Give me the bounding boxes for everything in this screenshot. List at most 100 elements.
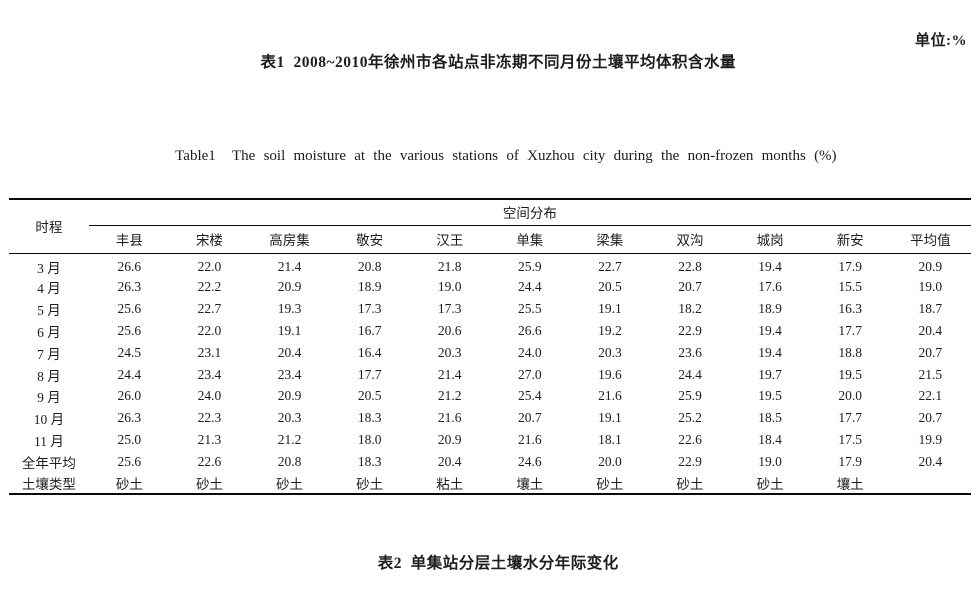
cell-value: 16.7 <box>357 322 382 338</box>
table-row: 8 月 24.4 23.4 23.4 17.7 21.4 27.0 19.6 24.4 19.7 1… <box>9 364 971 386</box>
table1-title-en: Table1 The soil moisture at the various … <box>175 148 837 164</box>
table2-title-zh: 表2 单集站分层土壤水分年际变化 <box>377 555 619 573</box>
cell-value: 20.7 <box>918 344 943 360</box>
cell-value: 22.9 <box>678 453 702 469</box>
cell-value: 25.9 <box>518 258 542 274</box>
cell-value: 25.0 <box>117 431 142 447</box>
cell-value: 砂土 <box>676 477 704 493</box>
cell-value: 16.4 <box>357 344 382 360</box>
cell-value: 19.7 <box>758 366 782 382</box>
cell-value: 18.0 <box>357 431 382 447</box>
cell-value: 砂土 <box>756 477 784 493</box>
cell-value: 22.7 <box>197 301 222 317</box>
cell-value: 粘土 <box>436 477 464 493</box>
cell-value: 27.0 <box>518 366 542 382</box>
column-header: 城岗 <box>730 225 811 254</box>
table-row: 9 月 26.0 24.0 20.9 20.5 21.2 25.4 21.6 25.9 19.5 2… <box>9 385 971 407</box>
cell-value: 19.1 <box>277 322 302 338</box>
table1-caption-zh: 表1 2008~2010年徐州市各站点非冻期不同月份土壤平均体积含水量 单位:% <box>0 31 979 115</box>
cell-value: 24.0 <box>518 344 542 360</box>
cell-value: 24.4 <box>518 279 542 295</box>
cell-value: 22.6 <box>678 431 702 447</box>
cell-value: 20.0 <box>598 453 622 469</box>
column-header: 双沟 <box>649 225 731 254</box>
cell-value: 17.9 <box>838 258 862 274</box>
cell-value: 25.6 <box>117 301 142 317</box>
cell-value: 26.6 <box>117 258 142 274</box>
cell-value: 25.5 <box>518 301 542 317</box>
cell-value: 22.7 <box>598 258 622 274</box>
table1-station-row: 丰县 宋楼 高房集 敬安 汉王 单集 梁集 双沟 城岗 新安 平均值 <box>9 225 971 254</box>
column-header: 梁集 <box>569 225 650 254</box>
cell-value: 20.4 <box>437 453 462 469</box>
cell-value: 21.5 <box>918 366 943 382</box>
cell-value: 18.7 <box>918 301 943 317</box>
table1-body: 3 月 26.6 22.0 21.4 20.8 21.8 25.9 22.7 22.8 19.4 1… <box>9 253 971 494</box>
column-header: 平均值 <box>890 225 971 254</box>
cell-value: 21.6 <box>598 388 622 404</box>
row-label: 9 月 <box>37 390 61 406</box>
cell-value: 22.8 <box>678 258 702 274</box>
cell-value: 19.2 <box>598 322 622 338</box>
cell-value: 22.1 <box>918 388 943 404</box>
column-header: 单集 <box>489 225 570 254</box>
row-label: 3 月 <box>37 260 61 276</box>
cell-value: 砂土 <box>356 477 384 493</box>
cell-value: 22.6 <box>197 453 222 469</box>
cell-value: 26.3 <box>117 279 142 295</box>
cell-value: 25.6 <box>117 453 142 469</box>
cell-value: 20.3 <box>437 344 462 360</box>
cell-value: 壤土 <box>836 477 864 493</box>
cell-value: 17.7 <box>357 366 382 382</box>
cell-value: 23.1 <box>197 344 222 360</box>
row-label: 8 月 <box>37 368 61 384</box>
table-row: 5 月 25.6 22.7 19.3 17.3 17.3 25.5 19.1 18.2 18.9 1… <box>9 298 971 320</box>
cell-value: 19.5 <box>758 388 782 404</box>
cell-value: 20.9 <box>437 431 462 447</box>
column-header: 丰县 <box>89 225 170 254</box>
row-label: 土壤类型 <box>21 477 76 493</box>
cell-value: 19.1 <box>598 301 622 317</box>
table1-group-header: 空间分布 <box>89 199 971 226</box>
cell-value: 24.0 <box>197 388 222 404</box>
column-header: 宋楼 <box>169 225 250 254</box>
cell-value: 20.5 <box>357 388 382 404</box>
cell-value: 20.7 <box>518 410 542 426</box>
cell-value: 24.4 <box>678 366 702 382</box>
cell-value: 18.3 <box>357 410 382 426</box>
row-label: 5 月 <box>37 303 61 319</box>
cell-value: 26.3 <box>117 410 142 426</box>
row-label: 10 月 <box>33 412 65 428</box>
cell-value: 19.9 <box>918 431 943 447</box>
cell-value: 18.2 <box>678 301 702 317</box>
cell-value: 23.6 <box>678 344 702 360</box>
cell-value: 18.9 <box>357 279 382 295</box>
row-label: 4 月 <box>37 281 61 297</box>
cell-value: 19.6 <box>598 366 622 382</box>
cell-value: 20.7 <box>678 279 702 295</box>
cell-value: 砂土 <box>195 477 223 493</box>
cell-value: 18.5 <box>758 410 782 426</box>
cell-value: 20.4 <box>918 453 943 469</box>
cell-value: 21.2 <box>277 431 302 447</box>
cell-value: 20.9 <box>918 258 943 274</box>
table-row: 10 月 26.3 22.3 20.3 18.3 21.6 20.7 19.1 25.2 18.5… <box>9 407 971 429</box>
row-label: 全年平均 <box>21 455 76 471</box>
cell-value: 21.2 <box>437 388 462 404</box>
cell-value: 18.9 <box>758 301 782 317</box>
cell-value: 18.3 <box>357 453 382 469</box>
cell-value: 19.5 <box>838 366 862 382</box>
cell-value: 20.7 <box>918 410 943 426</box>
cell-value: 17.5 <box>838 431 862 447</box>
cell-value: 壤土 <box>516 477 544 493</box>
cell-value: 砂土 <box>115 477 143 493</box>
column-header: 汉王 <box>409 225 490 254</box>
cell-value: 21.6 <box>518 431 542 447</box>
cell-value: 23.4 <box>197 366 222 382</box>
cell-value: 19.1 <box>598 410 622 426</box>
table2-caption-zh: 表2 单集站分层土壤水分年际变化 <box>0 532 979 595</box>
cell-value: 19.3 <box>277 301 302 317</box>
cell-value: 19.4 <box>758 322 782 338</box>
cell-value: 20.9 <box>277 388 302 404</box>
